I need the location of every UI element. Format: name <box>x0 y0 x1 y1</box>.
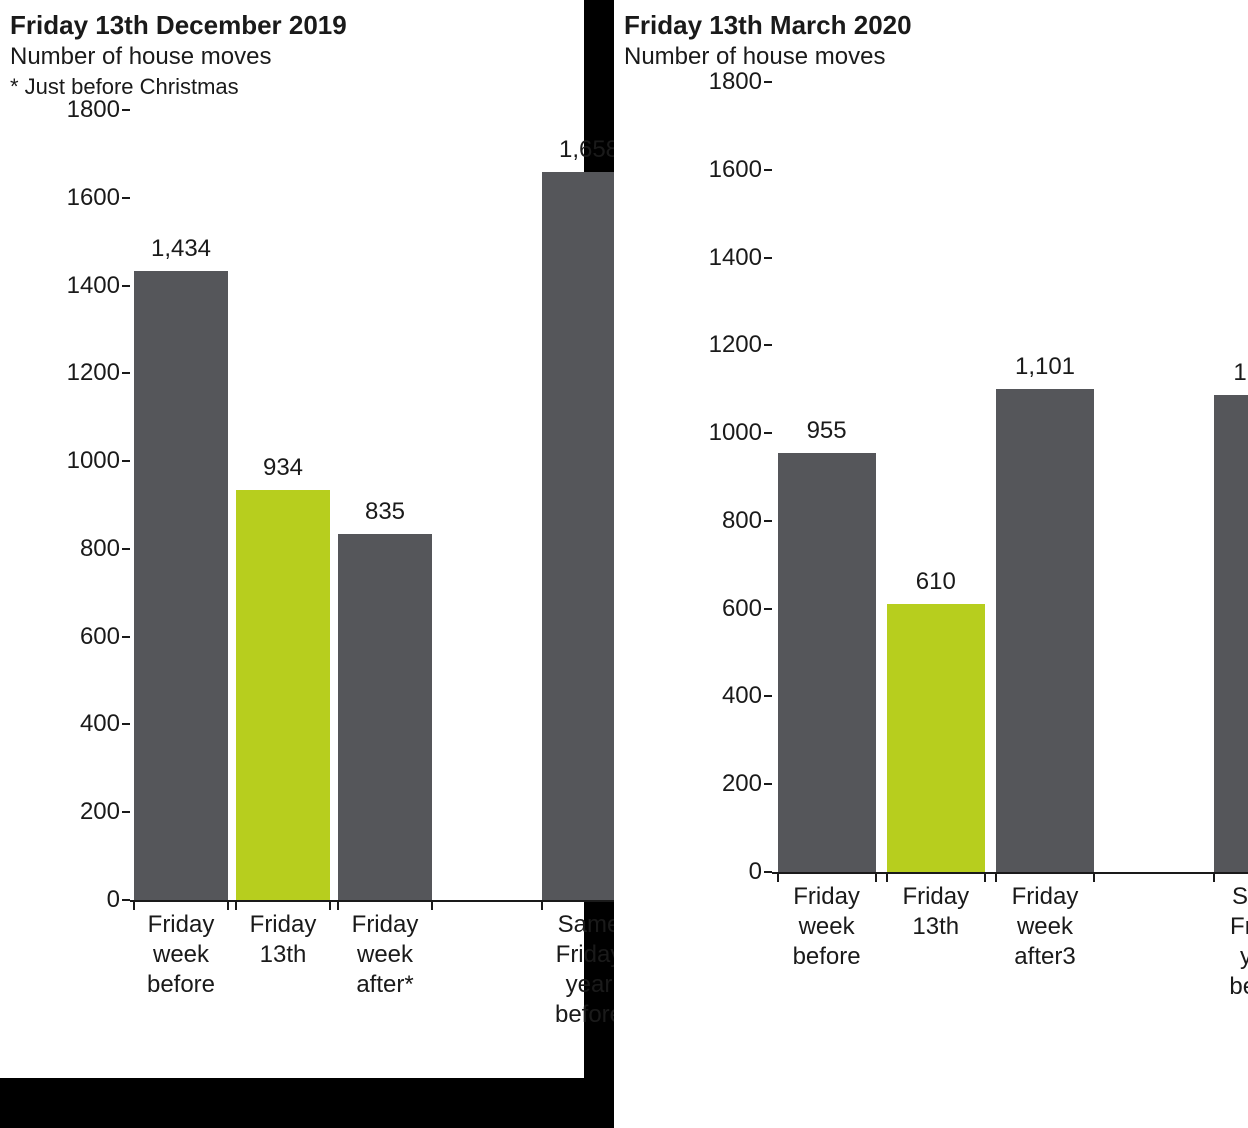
x-axis-tick-mark <box>886 872 888 882</box>
y-axis-tick-mark <box>122 460 130 462</box>
y-axis-tick-mark <box>764 169 772 171</box>
bar: 835 <box>338 534 432 900</box>
y-axis-tick-label: 1400 <box>709 244 772 272</box>
y-axis-tick-mark <box>764 871 772 873</box>
x-axis-tick-mark <box>227 900 229 910</box>
bar: 934 <box>236 490 330 900</box>
x-axis-tick-mark <box>329 900 331 910</box>
y-axis-tick-mark <box>764 344 772 346</box>
x-axis-tick-mark <box>984 872 986 882</box>
y-axis-tick-label: 1200 <box>67 359 130 387</box>
x-axis-category-label: Same Friday year before <box>1209 882 1248 1002</box>
x-axis-tick-mark <box>777 872 779 882</box>
y-axis-tick-label: 1800 <box>709 68 772 96</box>
y-axis-tick-mark <box>122 197 130 199</box>
x-axis-category-label: Friday 13th <box>881 882 990 942</box>
panel-december-2019: Friday 13th December 2019 Number of hous… <box>0 0 584 1078</box>
y-axis-tick-mark <box>122 548 130 550</box>
bar: 1,101 <box>996 389 1094 872</box>
x-axis-tick-mark <box>133 900 135 910</box>
y-axis-tick-mark <box>764 257 772 259</box>
x-axis-tick-mark <box>875 872 877 882</box>
y-axis-tick-mark <box>764 432 772 434</box>
y-axis-tick-label: 1600 <box>67 184 130 212</box>
y-axis-tick-mark <box>764 608 772 610</box>
x-axis-tick-mark <box>337 900 339 910</box>
x-axis-tick-mark <box>431 900 433 910</box>
x-axis-tick-mark <box>995 872 997 882</box>
bar: 610 <box>887 604 985 872</box>
chart-subtitle: Number of house moves <box>10 43 574 72</box>
y-axis-tick-mark <box>764 783 772 785</box>
y-axis-tick-label: 1000 <box>67 447 130 475</box>
bar-value-label: 1,086 <box>1214 359 1248 387</box>
x-axis-tick-mark <box>541 900 543 910</box>
y-axis-tick-mark <box>122 723 130 725</box>
bar: 955 <box>778 453 876 872</box>
bar: 1,086 <box>1214 395 1248 872</box>
bar-value-label: 1,434 <box>134 235 228 263</box>
bar-chart: 0200400600800100012001400160018001,434Fr… <box>10 110 574 1060</box>
y-axis-tick-mark <box>764 695 772 697</box>
x-axis-category-label: Friday 13th <box>232 910 334 970</box>
bar-value-label: 934 <box>236 454 330 482</box>
y-axis-tick-label: 1400 <box>67 272 130 300</box>
y-axis-tick-mark <box>122 899 130 901</box>
y-axis-tick-mark <box>122 109 130 111</box>
x-axis-category-label: Friday week before <box>130 910 232 1000</box>
chart-title: Friday 13th March 2020 <box>624 10 1238 41</box>
plot-area: 020040060080010001200140016001800955Frid… <box>772 82 1248 874</box>
y-axis-tick-label: 1600 <box>709 156 772 184</box>
y-axis-tick-mark <box>122 372 130 374</box>
bar: 1,434 <box>134 271 228 900</box>
x-axis-tick-mark <box>1213 872 1215 882</box>
bar-chart: 020040060080010001200140016001800955Frid… <box>624 82 1238 1032</box>
y-axis-tick-mark <box>764 81 772 83</box>
y-axis-tick-label: 1000 <box>709 419 772 447</box>
bar-value-label: 835 <box>338 498 432 526</box>
bar-value-label: 610 <box>887 568 985 596</box>
y-axis-tick-mark <box>122 811 130 813</box>
y-axis-tick-mark <box>764 520 772 522</box>
y-axis-tick-label: 1200 <box>709 331 772 359</box>
x-axis-tick-mark <box>235 900 237 910</box>
page: Friday 13th December 2019 Number of hous… <box>0 0 1248 1128</box>
x-axis-category-label: Friday week before <box>772 882 881 972</box>
y-axis-tick-mark <box>122 285 130 287</box>
chart-title: Friday 13th December 2019 <box>10 10 574 41</box>
x-axis-category-label: Friday week after* <box>334 910 436 1000</box>
bar-value-label: 955 <box>778 417 876 445</box>
y-axis-tick-label: 1800 <box>67 96 130 124</box>
panel-march-2020: Friday 13th March 2020 Number of house m… <box>614 0 1248 1128</box>
bar-value-label: 1,101 <box>996 353 1094 381</box>
y-axis-tick-mark <box>122 636 130 638</box>
x-axis-tick-mark <box>1093 872 1095 882</box>
plot-area: 0200400600800100012001400160018001,434Fr… <box>130 110 640 902</box>
x-axis-category-label: Friday week after3 <box>990 882 1099 972</box>
